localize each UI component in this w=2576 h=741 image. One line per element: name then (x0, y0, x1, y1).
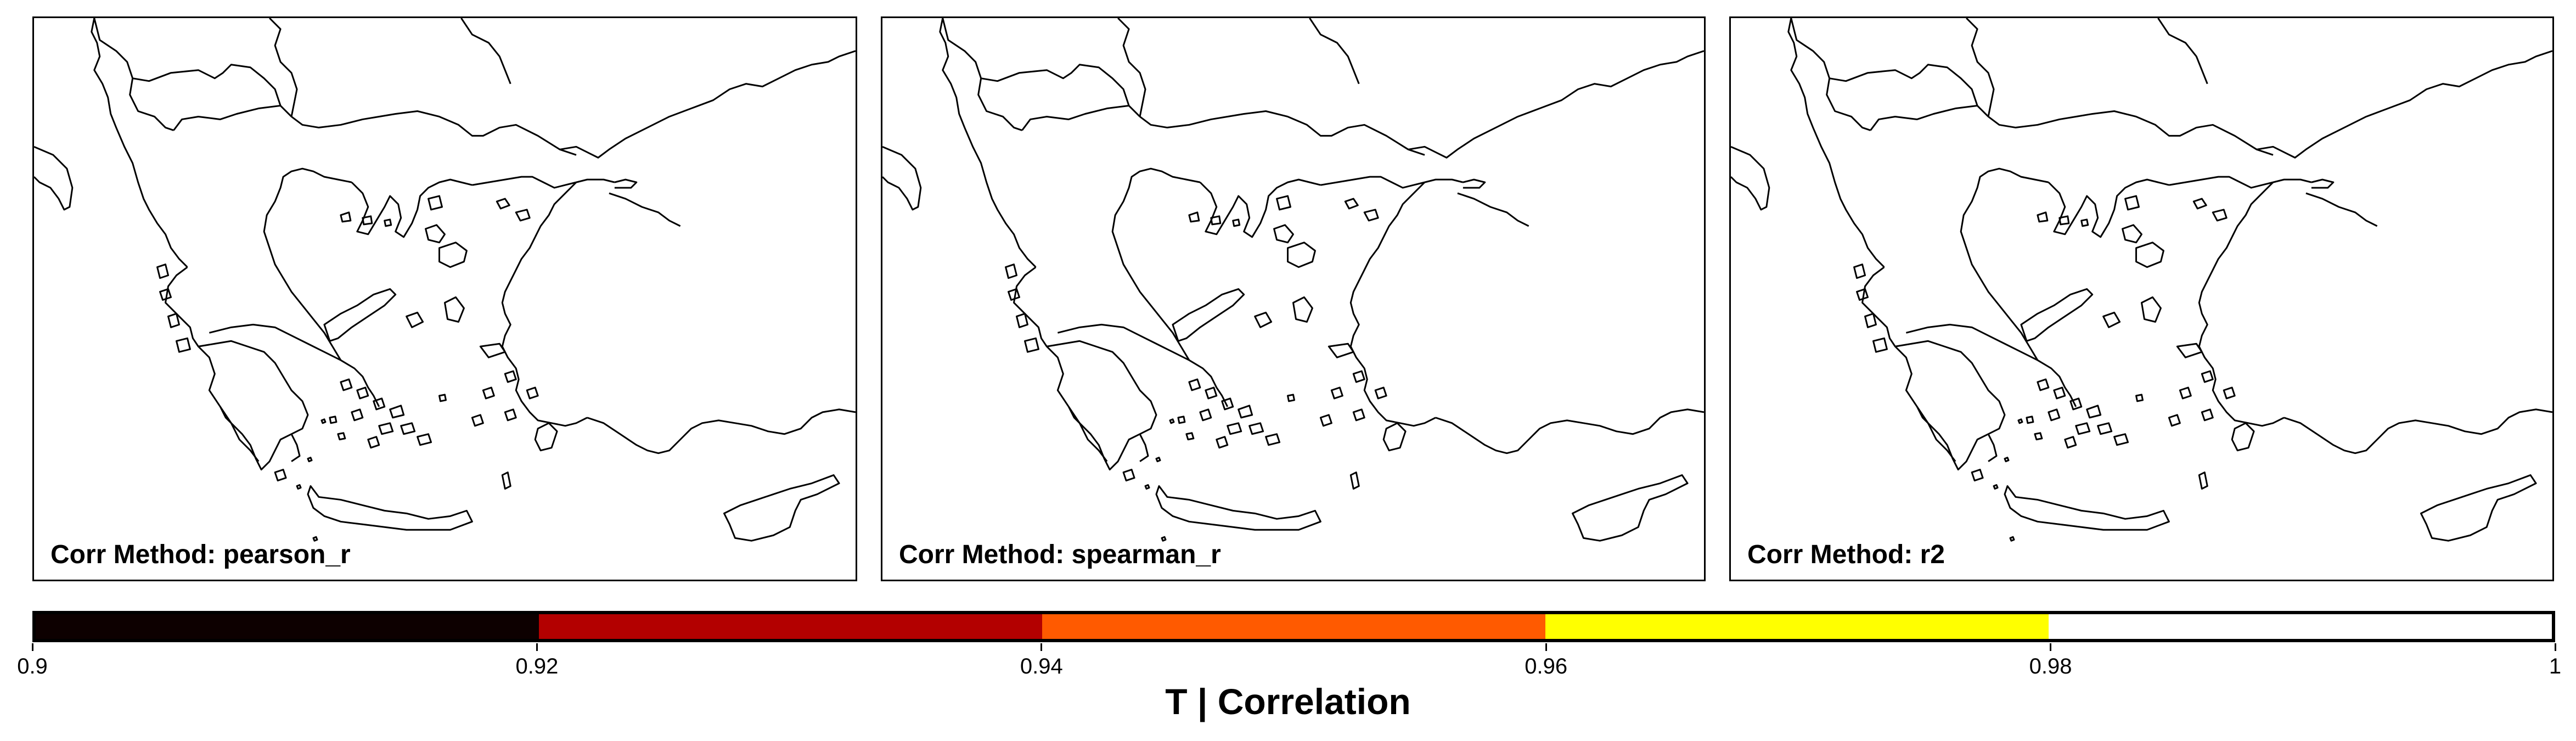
colorbar-tick-label: 0.92 (515, 654, 559, 678)
colorbar-tick-label: 0.98 (2029, 654, 2072, 678)
colorbar-tick (536, 643, 538, 651)
map-panel-spearman: Corr Method: spearman_r (881, 16, 1706, 581)
colorbar-tick-label: 0.94 (1020, 654, 1063, 678)
colorbar-tick (1545, 643, 1547, 651)
colorbar-tick (2050, 643, 2052, 651)
panel-label-prefix: Corr Method: (50, 540, 223, 569)
colorbar (32, 611, 2555, 642)
colorbar-title: T | Correlation (1165, 681, 1411, 722)
panel-method: r2 (1920, 540, 1945, 569)
panel-label-prefix: Corr Method: (1747, 540, 1920, 569)
colorbar-segment (1545, 614, 2049, 639)
colorbar-segment (1042, 614, 1545, 639)
colorbar-tick (31, 643, 33, 651)
colorbar-tick (2554, 643, 2556, 651)
map-panel-r2: Corr Method: r2 (1729, 16, 2554, 581)
panel-label: Corr Method: spearman_r (899, 540, 1221, 570)
greece-map (34, 18, 856, 542)
colorbar-tick-label: 0.96 (1525, 654, 1568, 678)
panel-method: spearman_r (1071, 540, 1221, 569)
panel-method: pearson_r (223, 540, 351, 569)
panel-label: Corr Method: r2 (1747, 540, 1945, 570)
map-panel-pearson: Corr Method: pearson_r (32, 16, 857, 581)
panel-label-prefix: Corr Method: (899, 540, 1072, 569)
greece-map (882, 18, 1704, 542)
colorbar-tick-label: 1 (2549, 654, 2562, 678)
colorbar-segment (539, 614, 1042, 639)
greece-map (1731, 18, 2552, 542)
panel-label: Corr Method: pearson_r (50, 540, 351, 570)
colorbar-segment (36, 614, 539, 639)
colorbar-tick-label: 0.9 (17, 654, 48, 678)
colorbar-tick (1040, 643, 1043, 651)
colorbar-segment (2049, 614, 2552, 639)
